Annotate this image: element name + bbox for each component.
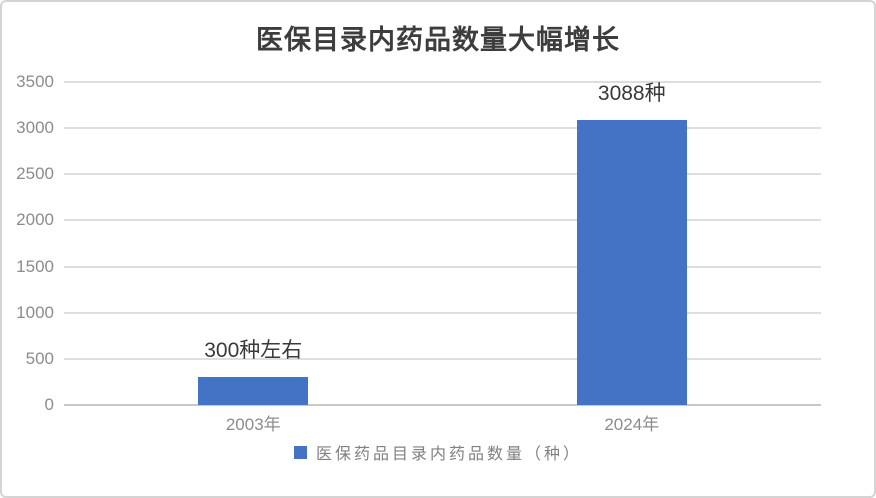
gridline xyxy=(64,357,821,360)
y-tick-label: 0 xyxy=(44,395,54,414)
y-tick-label: 2500 xyxy=(16,164,54,184)
x-tick-label: 2003年 xyxy=(225,415,281,434)
y-tick-label: 2000 xyxy=(16,210,54,230)
y-tick-label: 3500 xyxy=(16,72,54,91)
bar-2003年 xyxy=(198,377,309,405)
gridline xyxy=(64,81,821,83)
y-tick-label: 1500 xyxy=(16,256,54,276)
gridline xyxy=(64,311,821,314)
legend-swatch-icon xyxy=(293,445,307,459)
chart-title: 医保目录内药品数量大幅增长 xyxy=(256,25,620,55)
y-tick-label: 500 xyxy=(25,348,54,368)
gridline xyxy=(64,219,821,222)
legend-label: 医保药品目录内药品数量（种） xyxy=(315,446,582,463)
plot-area: 3500 3000 2500 2000 1500 1000 500 0 300种左右 2003年 3… xyxy=(16,73,821,434)
gridline xyxy=(64,127,821,130)
y-tick-label: 3000 xyxy=(16,118,54,138)
y-tick-label: 1000 xyxy=(16,302,54,322)
gridline xyxy=(64,173,821,176)
bar-2024年 xyxy=(576,120,687,405)
gridline xyxy=(64,265,821,268)
legend: 医保药品目录内药品数量（种） xyxy=(2,440,874,464)
data-label: 300种左右 xyxy=(204,339,303,363)
data-label: 3088种 xyxy=(597,82,666,106)
x-tick-label: 2024年 xyxy=(604,415,660,434)
x-axis-line xyxy=(64,404,821,406)
